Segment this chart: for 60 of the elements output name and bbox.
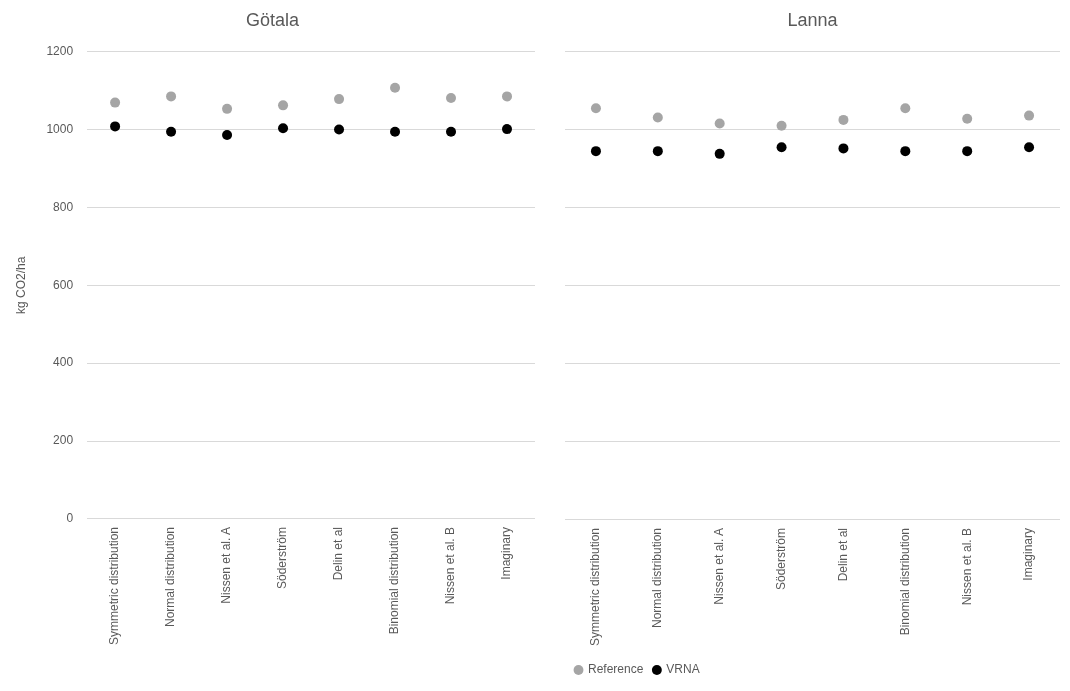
point [900,146,911,157]
point [222,129,233,140]
point [900,103,911,114]
x-tick-label: Imaginary [499,526,514,580]
point [222,103,233,114]
point [838,114,849,125]
x-tick-label: Normal distribution [163,526,178,628]
x-tick-label: Nissen et al. B [443,526,458,605]
point [714,148,725,159]
point [776,142,787,153]
point [166,91,177,102]
point [278,100,289,111]
x-tick-label: Delin et al [835,527,850,582]
point [110,97,121,108]
point [1024,110,1035,121]
x-tick-label: Imaginary [1021,527,1036,581]
legend-label: Reference [588,662,644,677]
point [390,126,401,137]
legend-label: VRNA [666,662,700,677]
point [390,82,401,93]
point [838,143,849,154]
x-tick-label: Symmetric distribution [107,526,122,645]
y-tick-label: 0 [66,511,74,526]
point [334,124,345,135]
x-tick-label: Söderström [773,527,788,590]
y-tick-label: 600 [53,277,74,292]
point [334,94,345,105]
x-tick-label: Normal distribution [650,527,665,629]
point [166,126,177,137]
point [590,103,601,114]
point [652,146,663,157]
point [776,120,787,131]
point [714,118,725,129]
chart-title: Götala [245,9,300,30]
x-tick-label: Binomial distribution [387,526,402,635]
x-tick-label: Symmetric distribution [588,527,603,646]
x-tick-label: Binomial distribution [897,527,912,636]
point [502,91,513,102]
y-tick-label: 800 [53,199,74,214]
x-tick-label: Delin et al [331,526,346,581]
y-axis-title: kg CO2/ha [13,256,28,314]
chart-title: Lanna [787,9,839,30]
x-tick-label: Nissen et al. B [959,527,974,606]
y-tick-label: 200 [53,433,74,448]
point [652,112,663,123]
point [278,123,289,134]
point [502,124,513,135]
x-tick-label: Nissen et al. A [712,527,726,605]
point [446,92,457,103]
x-tick-label: Nissen et al. A [219,526,234,604]
y-tick-label: 1200 [46,43,74,58]
point [590,146,601,157]
point [110,121,121,132]
x-tick-label: Söderström [275,526,290,589]
y-tick-label: 1000 [46,121,74,136]
point [962,113,973,124]
y-tick-label: 400 [53,355,74,370]
point [1024,142,1035,153]
point [962,146,973,157]
point [446,126,457,137]
